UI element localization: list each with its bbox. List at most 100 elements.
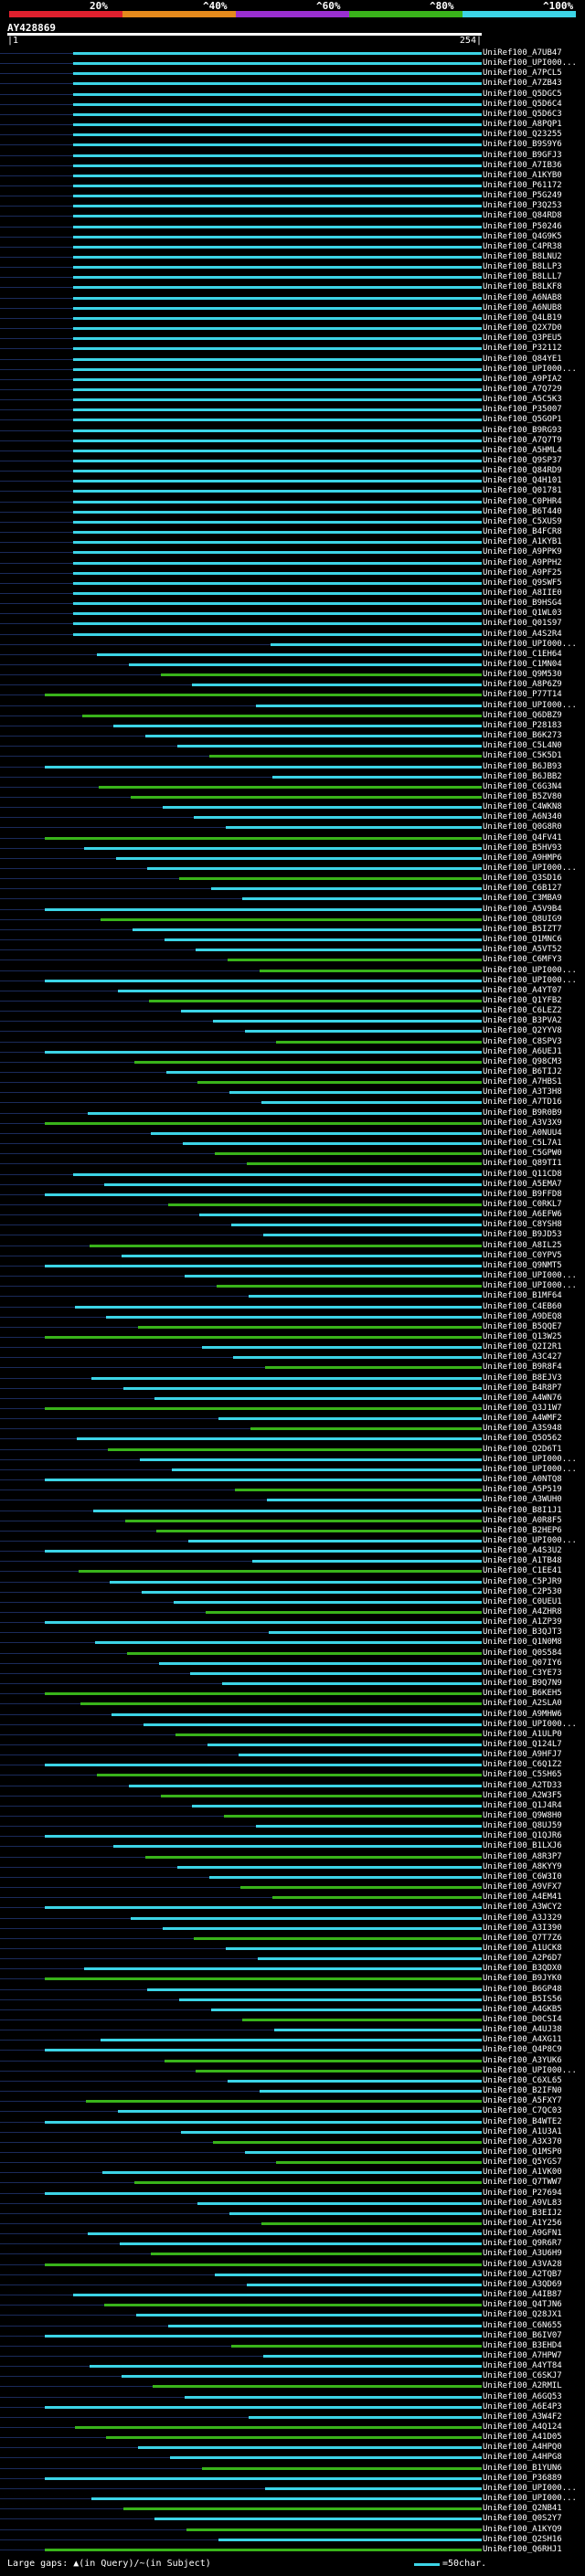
hit-alignment-bar[interactable] [231,1224,482,1227]
hit-alignment-bar[interactable] [197,2201,482,2205]
hit-alignment-bar[interactable] [72,357,482,361]
hit-label[interactable]: UniRef100_Q0S2Y7 [483,2514,562,2524]
hit-row[interactable]: UniRef100_P61172 [0,180,585,191]
hit-row[interactable]: UniRef100_C4EB60 [0,1301,585,1312]
hit-row[interactable]: UniRef100_Q28JX1 [0,2309,585,2320]
hit-row[interactable]: UniRef100_Q1WL03 [0,608,585,619]
hit-label[interactable]: UniRef100_A8P6Z9 [483,680,562,690]
hit-row[interactable]: UniRef100_B4WTE2 [0,2116,585,2127]
hit-label[interactable]: UniRef100_C5L7A1 [483,1139,562,1149]
hit-label[interactable]: UniRef100_Q5D6C4 [483,99,562,109]
hit-row[interactable]: UniRef100_P77T14 [0,689,585,700]
hit-row[interactable]: UniRef100_P35007 [0,404,585,415]
hit-label[interactable]: UniRef100_A4UJ38 [483,2025,562,2035]
hit-alignment-bar[interactable] [112,1712,482,1716]
hit-row[interactable]: UniRef100_UPI000... [0,2065,585,2076]
hit-row[interactable]: UniRef100_C6G3N4 [0,781,585,792]
hit-alignment-bar[interactable] [272,1896,482,1900]
hit-alignment-bar[interactable] [87,2232,482,2236]
hit-label[interactable]: UniRef100_A9DEQ8 [483,1311,562,1321]
hit-row[interactable]: UniRef100_A3C427 [0,1352,585,1362]
hit-label[interactable]: UniRef100_B1YUN6 [483,2463,562,2473]
hit-label[interactable]: UniRef100_A2P6D7 [483,1954,562,1964]
hit-label[interactable]: UniRef100_B9GFJ3 [483,150,562,160]
hit-row[interactable]: UniRef100_UPI000... [0,2493,585,2504]
hit-row[interactable]: UniRef100_C0UEU1 [0,1596,585,1607]
hit-row[interactable]: UniRef100_Q1MSP0 [0,2147,585,2157]
hit-row[interactable]: UniRef100_A3T3H8 [0,1087,585,1097]
hit-alignment-bar[interactable] [255,704,482,707]
hit-label[interactable]: UniRef100_B4R8P7 [483,1383,562,1393]
hit-row[interactable]: UniRef100_UPI000... [0,965,585,976]
hit-label[interactable]: UniRef100_B6JBB2 [483,771,562,781]
hit-alignment-bar[interactable] [72,52,482,55]
hit-alignment-bar[interactable] [72,591,482,595]
hit-alignment-bar[interactable] [276,2161,482,2165]
hit-alignment-bar[interactable] [171,1468,482,1471]
hit-row[interactable]: UniRef100_UPI000... [0,1270,585,1281]
hit-alignment-bar[interactable] [194,1936,482,1940]
hit-label[interactable]: UniRef100_A0NTQ8 [483,1475,562,1485]
hit-alignment-bar[interactable] [262,1234,482,1237]
hit-alignment-bar[interactable] [130,1916,482,1920]
hit-label[interactable]: UniRef100_A9HFJ7 [483,1750,562,1760]
hit-row[interactable]: UniRef100_A7HPW7 [0,2350,585,2361]
hit-alignment-bar[interactable] [185,2395,482,2399]
hit-label[interactable]: UniRef100_P32112 [483,344,562,354]
hit-alignment-bar[interactable] [257,1957,482,1961]
hit-alignment-bar[interactable] [90,1376,482,1380]
hit-row[interactable]: UniRef100_B3QDX0 [0,1963,585,1974]
hit-label[interactable]: UniRef100_A1U3A1 [483,2126,562,2136]
hit-label[interactable]: UniRef100_Q11CD8 [483,1169,562,1179]
hit-row[interactable]: UniRef100_Q9NMT5 [0,1260,585,1271]
hit-alignment-bar[interactable] [72,408,482,412]
hit-row[interactable]: UniRef100_B5IS56 [0,1994,585,2005]
hit-label[interactable]: UniRef100_Q5YGS7 [483,2157,562,2168]
hit-row[interactable]: UniRef100_Q9SWF5 [0,578,585,588]
hit-label[interactable]: UniRef100_A4YT84 [483,2361,562,2371]
hit-label[interactable]: UniRef100_Q2SH16 [483,2534,562,2544]
hit-alignment-bar[interactable] [246,2283,482,2286]
hit-label[interactable]: UniRef100_C8SPV3 [483,1036,562,1046]
hit-row[interactable]: UniRef100_A9PPH2 [0,557,585,568]
hit-label[interactable]: UniRef100_Q13W25 [483,1331,562,1341]
hit-label[interactable]: UniRef100_A6N340 [483,812,562,822]
hit-row[interactable]: UniRef100_C5SH65 [0,1769,585,1780]
hit-label[interactable]: UniRef100_B5HV93 [483,843,562,853]
hit-alignment-bar[interactable] [176,745,482,748]
hit-label[interactable]: UniRef100_Q07IY6 [483,1658,562,1668]
hit-row[interactable]: UniRef100_B1LXJ6 [0,1840,585,1851]
hit-row[interactable]: UniRef100_B9FFD8 [0,1189,585,1200]
hit-label[interactable]: UniRef100_Q8UJ59 [483,1821,562,1831]
hit-label[interactable]: UniRef100_UPI000... [483,1719,577,1729]
hit-alignment-bar[interactable] [44,836,482,840]
hit-label[interactable]: UniRef100_B6KEH5 [483,1689,562,1699]
hit-row[interactable]: UniRef100_Q9M530 [0,669,585,680]
hit-row[interactable]: UniRef100_A4UJ38 [0,2024,585,2035]
hit-alignment-bar[interactable] [142,1590,482,1594]
hit-row[interactable]: UniRef100_B9R0B9 [0,1108,585,1118]
hit-label[interactable]: UniRef100_B1MF64 [483,1291,562,1301]
hit-label[interactable]: UniRef100_UPI000... [483,965,577,975]
hit-label[interactable]: UniRef100_C2P530 [483,1586,562,1596]
hit-label[interactable]: UniRef100_Q9SWF5 [483,578,562,588]
hit-row[interactable]: UniRef100_A4S2R4 [0,629,585,640]
hit-row[interactable]: UniRef100_B8I1J1 [0,1505,585,1516]
hit-label[interactable]: UniRef100_UPI000... [483,2065,577,2075]
hit-row[interactable]: UniRef100_A8IL25 [0,1240,585,1251]
hit-alignment-bar[interactable] [218,1417,482,1421]
hit-alignment-bar[interactable] [89,2365,482,2369]
hit-row[interactable]: UniRef100_A8R3P7 [0,1851,585,1862]
hit-row[interactable]: UniRef100_A7Q729 [0,384,585,395]
hit-row[interactable]: UniRef100_B2HEP6 [0,1525,585,1536]
hit-row[interactable]: UniRef100_Q0G8R0 [0,822,585,832]
hit-alignment-bar[interactable] [214,1152,482,1156]
hit-label[interactable]: UniRef100_A9MHW6 [483,1709,562,1719]
hit-label[interactable]: UniRef100_C6MFY3 [483,955,562,965]
hit-label[interactable]: UniRef100_A3YUK6 [483,2055,562,2065]
hit-alignment-bar[interactable] [153,2385,482,2389]
hit-alignment-bar[interactable] [72,581,482,585]
hit-label[interactable]: UniRef100_B6IV07 [483,2330,562,2340]
hit-alignment-bar[interactable] [101,917,482,921]
hit-label[interactable]: UniRef100_B2IFN0 [483,2086,562,2096]
